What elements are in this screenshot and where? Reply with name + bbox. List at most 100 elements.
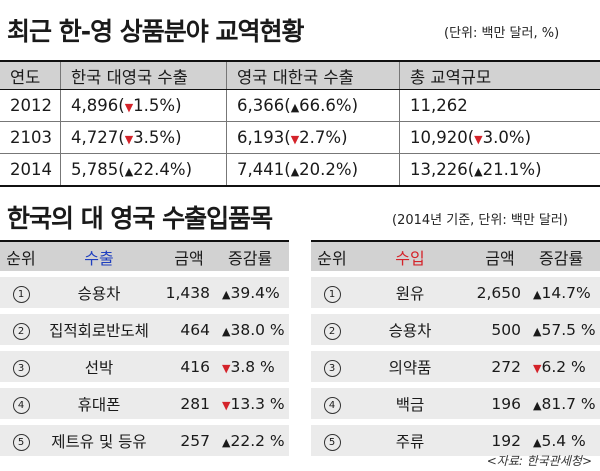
rank-badge: 4 <box>323 396 341 414</box>
rank-badge: 3 <box>323 359 341 377</box>
export-rate-value: 38.0 % <box>230 320 285 339</box>
export-rate-cell: ▲39.4% <box>210 284 289 302</box>
import-rate-value: 14.7% <box>541 283 591 302</box>
kr-export-cell: 4,896(▼1.5%) <box>60 89 227 122</box>
header-total-trade: 총 교역규모 <box>399 60 600 90</box>
import-rate-value: 81.7 % <box>541 394 596 413</box>
export-rate-cell: ▼13.3 % <box>210 395 289 413</box>
imports-rate-header: 증감률 <box>539 248 584 268</box>
triangle-up-icon: ▲ <box>290 165 300 178</box>
triangle-down-icon: ▼ <box>290 133 300 146</box>
trade-status-header-row: 연도 한국 대영국 수출 영국 대한국 수출 총 교역규모 <box>0 60 600 90</box>
import-item-cell: 의약품 <box>388 358 432 377</box>
total-trade-cell: 11,262 <box>399 89 600 122</box>
export-item-cell: 집적회로반도체 <box>49 321 149 340</box>
total-trade-cell-value: 13,226 <box>410 160 468 179</box>
kr-export-cell-pct: 1.5% <box>133 96 176 115</box>
export-amount-cell: 1,438 <box>165 283 210 302</box>
export-rank-cell: 1 <box>0 283 42 303</box>
export-row: 3 선박 416 ▼3.8 % <box>0 351 289 382</box>
export-row: 2 집적회로반도체 464 ▲38.0 % <box>0 314 289 345</box>
export-row: 5 제트유 및 등유 257 ▲22.2 % <box>0 425 289 456</box>
triangle-down-icon: ▼ <box>533 361 542 375</box>
export-item-cell: 제트유 및 등유 <box>51 432 147 451</box>
uk-export-cell-value: 6,366 <box>237 96 285 115</box>
import-amount-cell: 500 <box>491 320 521 339</box>
triangle-up-icon: ▲ <box>533 398 542 412</box>
import-amount-cell: 192 <box>491 431 521 450</box>
header-uk-export: 영국 대한국 수출 <box>226 60 400 90</box>
triangle-up-icon: ▲ <box>533 287 542 301</box>
export-item-cell: 휴대폰 <box>77 395 121 414</box>
export-rank-cell: 5 <box>0 431 42 451</box>
uk-export-cell-pct: 20.2% <box>299 160 352 179</box>
export-amount-cell: 464 <box>180 320 210 339</box>
import-rate-value: 5.4 % <box>541 431 586 450</box>
import-rate-cell: ▲14.7% <box>521 284 600 302</box>
triangle-up-icon: ▲ <box>533 324 542 338</box>
total-trade-cell-pct: 21.1% <box>482 160 536 179</box>
import-row: 4 백금 196 ▲81.7 % <box>311 388 600 419</box>
import-rate-cell: ▼6.2 % <box>521 358 600 376</box>
uk-export-cell-pct: 66.6% <box>299 96 352 115</box>
triangle-up-icon: ▲ <box>290 101 300 114</box>
total-trade-cell-value: 11,262 <box>410 96 468 115</box>
import-rate-cell: ▲57.5 % <box>521 321 600 339</box>
imports-item-header: 수입 <box>395 248 425 268</box>
export-import-title: 한국의 대 영국 수출입품목 <box>7 204 273 233</box>
trade-status-table: 연도 한국 대영국 수출 영국 대한국 수출 총 교역규모 2012 4,896(… <box>0 60 600 187</box>
triangle-up-icon: ▲ <box>474 165 483 178</box>
trade-status-row: 2103 4,727(▼3.5%) 6,193(▼2.7%) 10,920(▼3.0%… <box>0 121 600 154</box>
import-amount-cell: 272 <box>491 357 521 376</box>
triangle-up-icon: ▲ <box>533 435 542 449</box>
export-rate-value: 39.4% <box>230 283 280 302</box>
rank-badge: 2 <box>12 322 30 340</box>
uk-export-cell: 6,366(▲66.6%) <box>226 89 400 122</box>
imports-header: 순위 수입 금액 증감률 <box>311 240 600 271</box>
import-row: 5 주류 192 ▲5.4 % <box>311 425 600 456</box>
rank-badge: 5 <box>12 433 30 451</box>
rank-badge: 1 <box>323 285 341 303</box>
triangle-up-icon: ▲ <box>222 324 231 338</box>
export-amount-cell: 281 <box>180 394 210 413</box>
rank-badge: 2 <box>323 322 341 340</box>
kr-export-cell-value: 5,785 <box>71 160 119 179</box>
export-rank-cell: 3 <box>0 357 42 377</box>
import-row: 1 원유 2,650 ▲14.7% <box>311 277 600 308</box>
total-trade-cell-pct: 3.0% <box>482 128 525 147</box>
exports-rate-header: 증감률 <box>228 248 273 268</box>
uk-export-cell-value: 7,441 <box>237 160 285 179</box>
import-rank-cell: 1 <box>311 283 353 303</box>
export-rate-value: 3.8 % <box>230 357 275 376</box>
import-item-cell: 주류 <box>395 432 425 451</box>
import-rank-cell: 2 <box>311 320 353 340</box>
total-trade-cell: 10,920(▼3.0%) <box>399 121 600 154</box>
header-year: 연도 <box>0 60 61 90</box>
uk-export-cell: 7,441(▲20.2%) <box>226 153 400 187</box>
export-rate-cell: ▲22.2 % <box>210 432 289 450</box>
export-rank-cell: 2 <box>0 320 42 340</box>
imports-amount-header: 금액 <box>485 248 515 268</box>
trade-status-unit: (단위: 백만 달러, %) <box>444 26 560 41</box>
kr-export-cell-value: 4,727 <box>71 128 119 147</box>
export-item-cell: 선박 <box>84 358 114 377</box>
exports-item-header: 수출 <box>84 248 114 268</box>
kr-export-cell: 4,727(▼3.5%) <box>60 121 227 154</box>
total-trade-cell-value: 10,920 <box>410 128 468 147</box>
export-rank-cell: 4 <box>0 394 42 414</box>
import-row: 3 의약품 272 ▼6.2 % <box>311 351 600 382</box>
trade-status-row: 2014 5,785(▲22.4%) 7,441(▲20.2%) 13,226(▲21… <box>0 153 600 187</box>
export-rate-cell: ▲38.0 % <box>210 321 289 339</box>
imports-panel: 순위 수입 금액 증감률 1 원유 2,650 ▲14.7% 2 승용차 500 ▲57.5 … <box>311 240 600 456</box>
import-rank-cell: 4 <box>311 394 353 414</box>
triangle-up-icon: ▲ <box>222 287 231 301</box>
imports-rank-header: 순위 <box>317 248 347 268</box>
kr-export-cell-value: 4,896 <box>71 96 119 115</box>
import-rank-cell: 3 <box>311 357 353 377</box>
triangle-down-icon: ▼ <box>124 101 134 114</box>
import-row: 2 승용차 500 ▲57.5 % <box>311 314 600 345</box>
uk-export-cell: 6,193(▼2.7%) <box>226 121 400 154</box>
export-row: 1 승용차 1,438 ▲39.4% <box>0 277 289 308</box>
import-rate-cell: ▲5.4 % <box>521 432 600 450</box>
export-row: 4 휴대폰 281 ▼13.3 % <box>0 388 289 419</box>
